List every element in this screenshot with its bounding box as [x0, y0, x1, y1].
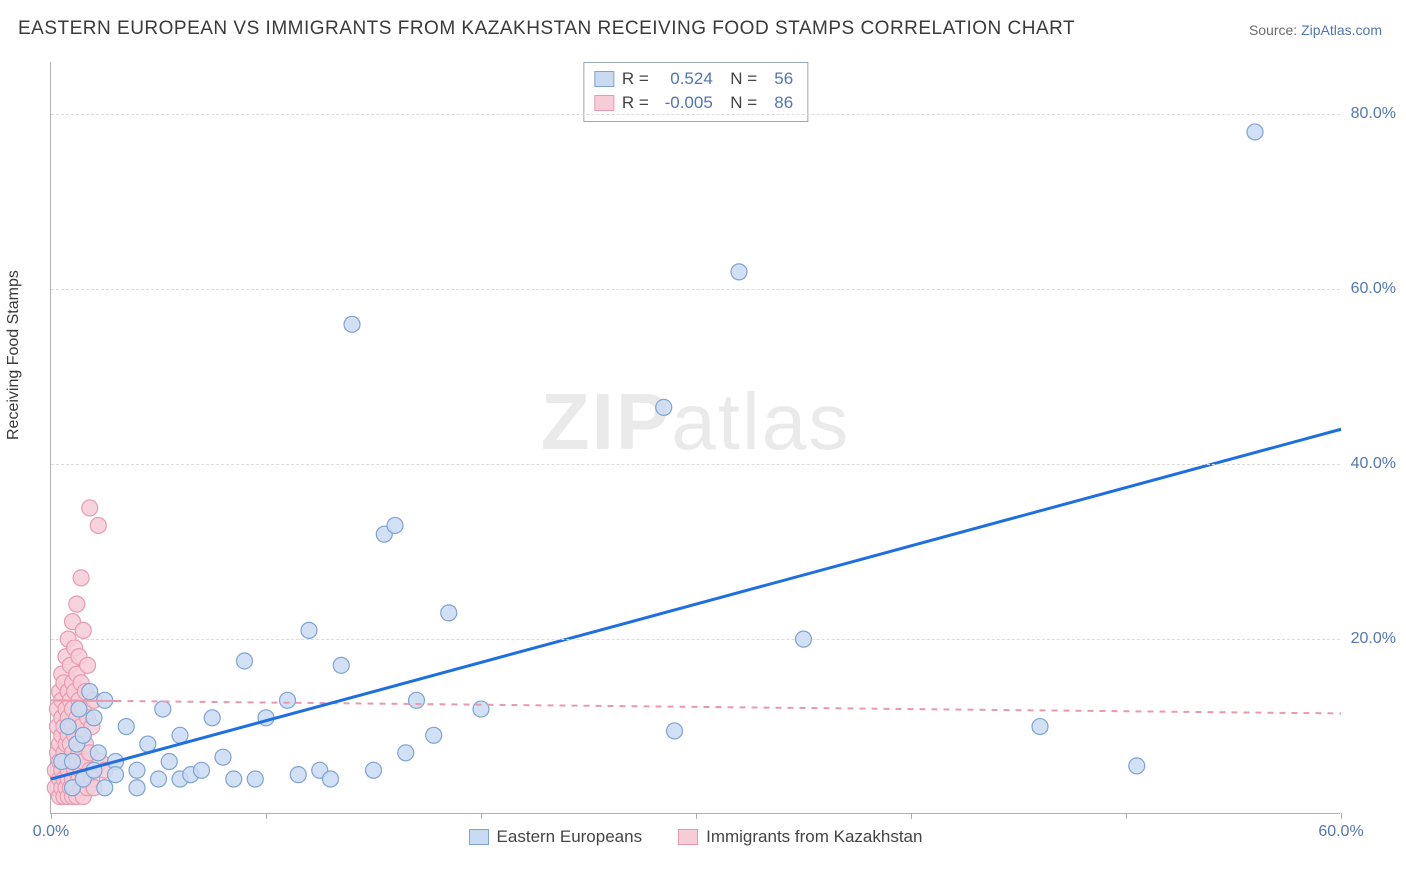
x-tick-label: 60.0%: [1318, 823, 1363, 841]
data-point-a: [398, 745, 414, 761]
source-attribution: Source: ZipAtlas.com: [1249, 22, 1382, 38]
data-point-a: [161, 754, 177, 770]
data-point-a: [65, 754, 81, 770]
stat-r-b: -0.005: [657, 91, 713, 115]
data-point-a: [108, 767, 124, 783]
data-point-a: [1129, 758, 1145, 774]
data-point-a: [129, 780, 145, 796]
data-point-a: [237, 653, 253, 669]
data-point-a: [226, 771, 242, 787]
swatch-a: [594, 71, 614, 87]
stat-r-eq: R =: [622, 67, 649, 91]
data-point-a: [387, 517, 403, 533]
data-point-a: [1032, 719, 1048, 735]
data-point-a: [172, 727, 188, 743]
data-point-a: [333, 657, 349, 673]
data-point-a: [323, 771, 339, 787]
y-tick-label: 60.0%: [1351, 280, 1396, 298]
data-point-a: [140, 736, 156, 752]
bottom-legend: Eastern Europeans Immigrants from Kazakh…: [51, 827, 1340, 847]
data-point-a: [247, 771, 263, 787]
legend-swatch-a: [469, 829, 489, 845]
data-point-a: [344, 316, 360, 332]
data-point-a: [731, 264, 747, 280]
plot-area: ZIPatlas R = 0.524 N = 56 R = -0.005 N =…: [50, 62, 1340, 814]
stats-legend-box: R = 0.524 N = 56 R = -0.005 N = 86: [583, 62, 808, 122]
y-tick-label: 40.0%: [1351, 455, 1396, 473]
chart-title: EASTERN EUROPEAN VS IMMIGRANTS FROM KAZA…: [18, 18, 1075, 40]
data-point-b: [73, 570, 89, 586]
stats-row-b: R = -0.005 N = 86: [594, 91, 793, 115]
data-point-b: [69, 596, 85, 612]
data-point-a: [60, 719, 76, 735]
x-tick: [266, 813, 267, 819]
source-value: ZipAtlas.com: [1301, 22, 1382, 38]
data-point-a: [151, 771, 167, 787]
x-tick: [1341, 813, 1342, 819]
x-tick: [481, 813, 482, 819]
data-point-a: [129, 762, 145, 778]
data-point-a: [215, 749, 231, 765]
chart-svg: [51, 62, 1340, 813]
gridline: [51, 464, 1340, 465]
gridline: [51, 114, 1340, 115]
y-tick-label: 80.0%: [1351, 105, 1396, 123]
data-point-a: [97, 780, 113, 796]
y-axis-label: Receiving Food Stamps: [5, 270, 23, 440]
data-point-a: [290, 767, 306, 783]
data-point-a: [656, 399, 672, 415]
data-point-a: [82, 684, 98, 700]
data-point-a: [118, 719, 134, 735]
regression-line-b-solid: [51, 700, 116, 701]
stat-r-eq: R =: [622, 91, 649, 115]
legend-swatch-b: [678, 829, 698, 845]
legend-item-b: Immigrants from Kazakhstan: [678, 827, 922, 847]
x-tick: [51, 813, 52, 819]
x-tick: [696, 813, 697, 819]
data-point-a: [667, 723, 683, 739]
stat-n-b: 86: [765, 91, 793, 115]
data-point-b: [82, 500, 98, 516]
gridline: [51, 289, 1340, 290]
data-point-a: [473, 701, 489, 717]
data-point-b: [80, 657, 96, 673]
data-point-a: [155, 701, 171, 717]
stat-r-a: 0.524: [657, 67, 713, 91]
y-tick-label: 20.0%: [1351, 630, 1396, 648]
source-label: Source:: [1249, 22, 1301, 38]
swatch-b: [594, 95, 614, 111]
data-point-a: [426, 727, 442, 743]
stat-n-a: 56: [765, 67, 793, 91]
stat-n-eq: N =: [721, 91, 757, 115]
data-point-b: [90, 517, 106, 533]
data-point-a: [90, 745, 106, 761]
data-point-b: [75, 622, 91, 638]
data-point-a: [75, 727, 91, 743]
x-tick-label: 0.0%: [33, 823, 69, 841]
data-point-a: [1247, 124, 1263, 140]
legend-item-a: Eastern Europeans: [469, 827, 643, 847]
data-point-a: [204, 710, 220, 726]
data-point-a: [280, 692, 296, 708]
gridline: [51, 639, 1340, 640]
data-point-a: [301, 622, 317, 638]
data-point-a: [194, 762, 210, 778]
x-tick: [911, 813, 912, 819]
legend-label-b: Immigrants from Kazakhstan: [706, 827, 922, 847]
stats-row-a: R = 0.524 N = 56: [594, 67, 793, 91]
data-point-a: [441, 605, 457, 621]
x-tick: [1126, 813, 1127, 819]
legend-label-a: Eastern Europeans: [497, 827, 643, 847]
stat-n-eq: N =: [721, 67, 757, 91]
regression-line-a: [51, 429, 1341, 779]
data-point-a: [86, 710, 102, 726]
data-point-a: [71, 701, 87, 717]
data-point-a: [366, 762, 382, 778]
data-point-a: [409, 692, 425, 708]
